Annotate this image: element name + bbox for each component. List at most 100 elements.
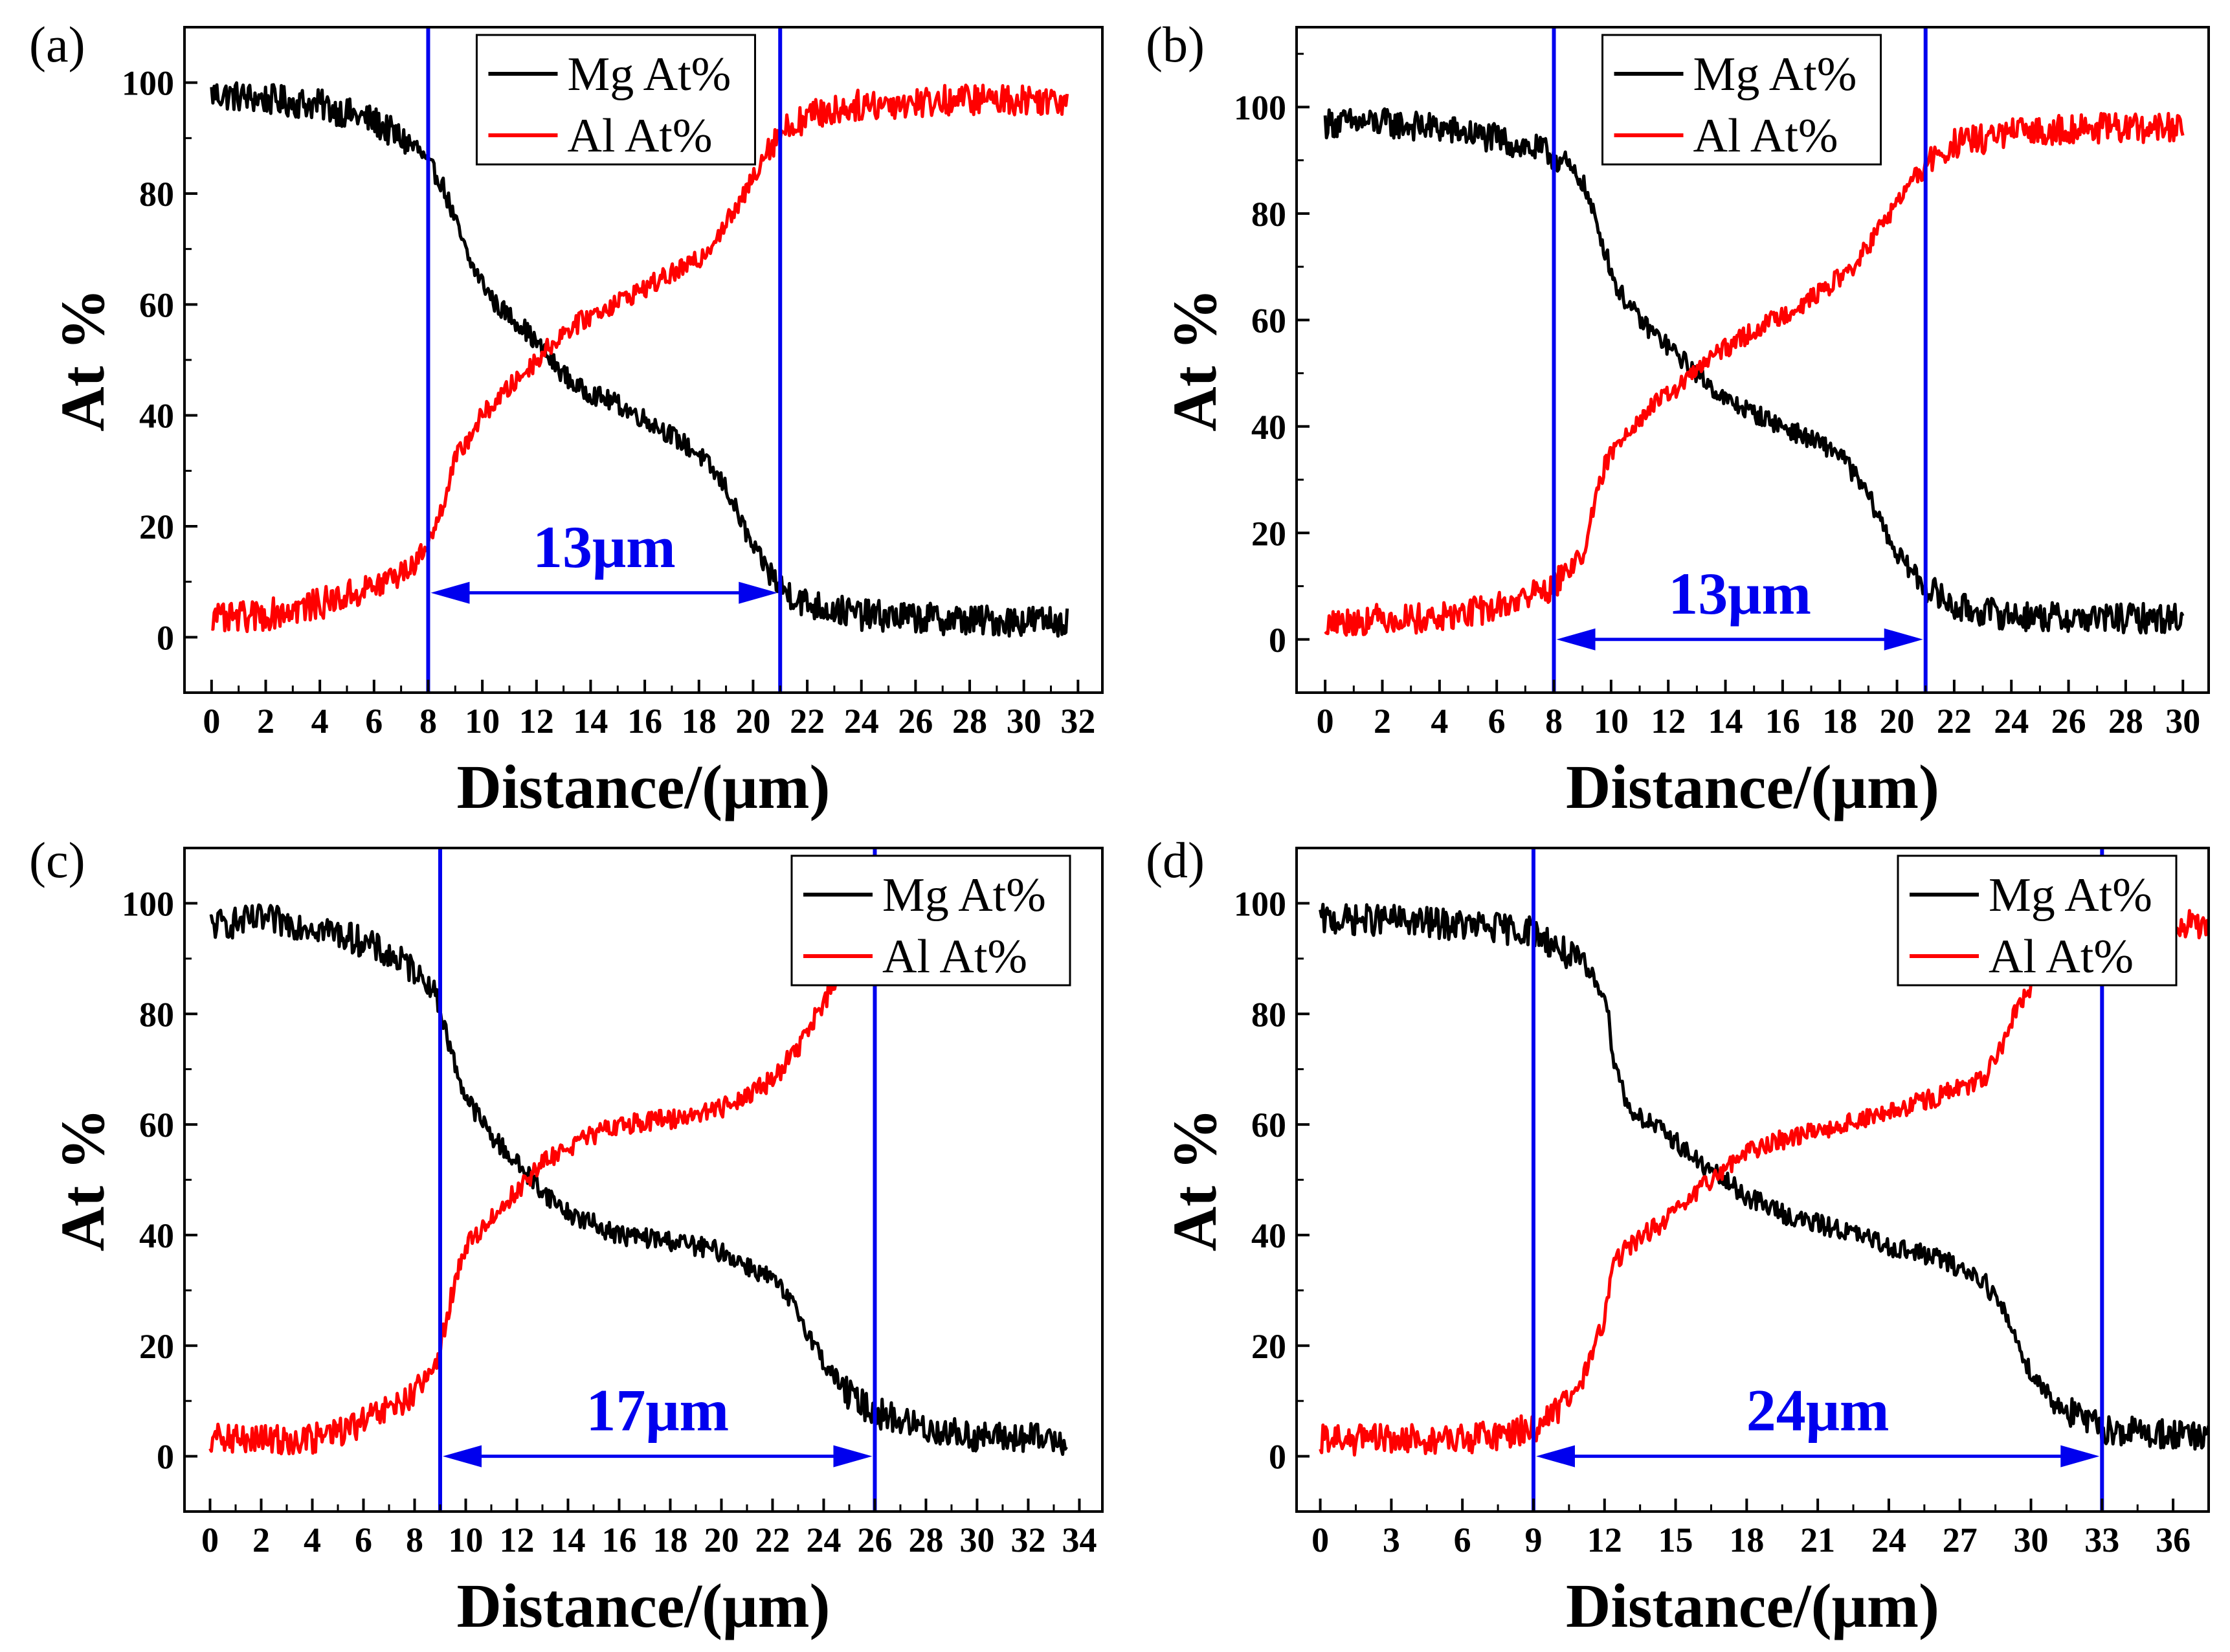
x-tick-label: 0 (203, 702, 220, 741)
span-arrow-right-head (739, 581, 778, 604)
x-tick-label: 4 (1431, 702, 1448, 741)
x-tick-label: 22 (790, 702, 825, 741)
x-tick-label: 26 (898, 702, 933, 741)
y-tick-label: 60 (139, 1106, 174, 1144)
y-tick-label: 40 (1251, 408, 1286, 447)
x-tick-label: 6 (1488, 702, 1506, 741)
x-tick-label: 30 (1007, 702, 1042, 741)
x-tick-label: 20 (704, 1521, 739, 1559)
x-tick-label: 27 (1943, 1521, 1978, 1559)
y-tick-label: 40 (1251, 1216, 1286, 1255)
y-tick-label: 20 (1251, 1327, 1286, 1366)
x-tick-label: 2 (252, 1521, 270, 1559)
x-tick-label: 0 (1311, 1521, 1329, 1559)
x-axis-title: Distance/(μm) (457, 1571, 831, 1640)
panel-label: (c) (29, 832, 85, 888)
x-tick-label: 2 (1374, 702, 1391, 741)
y-axis-title: At % (1160, 1108, 1229, 1251)
legend-al-label: Al At% (1693, 109, 1838, 162)
legend: Mg At% Al At% (1897, 854, 2178, 987)
y-tick-label: 80 (139, 995, 174, 1034)
y-tick-label: 80 (1251, 195, 1286, 234)
y-tick-label: 100 (1234, 884, 1286, 923)
mg-series-line (209, 903, 1068, 1457)
y-tick-label: 40 (139, 397, 174, 436)
y-tick-label: 60 (1251, 1106, 1286, 1144)
x-tick-label: 12 (1651, 702, 1686, 741)
mg-series-line (1319, 902, 2209, 1451)
x-tick-label: 8 (406, 1521, 423, 1559)
panel-label: (d) (1146, 832, 1205, 888)
span-annotation: 24μm (1746, 1378, 1890, 1444)
span-arrow-left-head (1556, 628, 1596, 651)
x-tick-label: 28 (908, 1521, 943, 1559)
legend-box (1897, 854, 2178, 987)
plot-frame (1295, 26, 2210, 694)
panel-label: (b) (1146, 16, 1205, 73)
span-arrow-left-head (430, 581, 470, 604)
x-tick-label: 18 (1822, 702, 1857, 741)
legend: Mg At% Al At% (475, 34, 756, 166)
legend-mg-label: Mg At% (1989, 869, 2152, 922)
x-tick-label: 4 (311, 702, 329, 741)
x-tick-label: 20 (1880, 702, 1915, 741)
x-tick-label: 30 (2014, 1521, 2049, 1559)
y-tick-label: 20 (139, 508, 174, 546)
legend-mg-label: Mg At% (1693, 48, 1857, 101)
x-tick-label: 32 (1010, 1521, 1045, 1559)
x-tick-label: 20 (735, 702, 770, 741)
x-tick-label: 10 (465, 702, 500, 741)
y-tick-label: 20 (139, 1327, 174, 1366)
y-tick-label: 40 (139, 1216, 174, 1255)
x-tick-label: 26 (857, 1521, 892, 1559)
x-tick-label: 10 (448, 1521, 483, 1559)
x-tick-label: 26 (2051, 702, 2086, 741)
legend-mg-label: Mg At% (567, 48, 731, 101)
x-tick-label: 14 (1708, 702, 1743, 741)
y-axis-title: At % (48, 1108, 117, 1251)
span-annotation: 13μm (1668, 561, 1811, 627)
x-tick-label: 6 (365, 702, 383, 741)
x-tick-label: 8 (1545, 702, 1563, 741)
y-tick-label: 60 (139, 285, 174, 324)
y-tick-label: 80 (139, 175, 174, 214)
x-tick-label: 24 (1994, 702, 2029, 741)
x-tick-label: 16 (627, 702, 662, 741)
x-tick-label: 30 (959, 1521, 994, 1559)
x-tick-label: 32 (1060, 702, 1095, 741)
x-tick-label: 6 (355, 1521, 372, 1559)
span-arrow-left-head (1535, 1445, 1575, 1468)
legend-al-label: Al At% (882, 930, 1027, 983)
x-tick-label: 14 (573, 702, 608, 741)
x-axis-title: Distance/(μm) (1566, 752, 1939, 821)
x-tick-label: 18 (652, 1521, 687, 1559)
x-tick-label: 34 (1062, 1521, 1097, 1559)
x-tick-label: 18 (682, 702, 717, 741)
x-tick-label: 2 (257, 702, 274, 741)
x-tick-label: 9 (1524, 1521, 1542, 1559)
y-tick-label: 0 (157, 618, 174, 657)
x-tick-label: 24 (1871, 1521, 1906, 1559)
legend-al-label: Al At% (567, 109, 712, 162)
y-tick-label: 100 (122, 64, 174, 103)
y-axis-title: At % (1160, 288, 1229, 431)
span-arrow-right-head (833, 1445, 873, 1468)
legend-box (475, 34, 756, 166)
x-tick-label: 30 (2165, 702, 2200, 741)
x-tick-label: 12 (499, 1521, 534, 1559)
y-tick-label: 0 (157, 1438, 174, 1477)
x-axis-title: Distance/(μm) (1566, 1571, 1939, 1640)
x-tick-label: 15 (1658, 1521, 1693, 1559)
x-tick-label: 12 (519, 702, 554, 741)
x-tick-label: 10 (1594, 702, 1629, 741)
panel-label: (a) (29, 16, 85, 73)
x-tick-label: 14 (550, 1521, 585, 1559)
x-tick-label: 16 (601, 1521, 636, 1559)
x-tick-label: 28 (2108, 702, 2143, 741)
legend-al-label: Al At% (1989, 930, 2134, 983)
span-annotation: 17μm (586, 1378, 729, 1444)
legend: Mg At% Al At% (1601, 34, 1882, 166)
